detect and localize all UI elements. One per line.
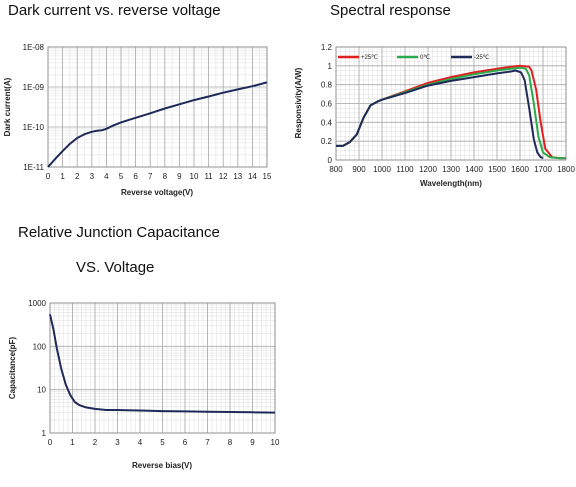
y-tick-label: 1E-09 xyxy=(23,83,45,92)
x-tick-label: 9 xyxy=(250,438,255,447)
x-tick-label: 1700 xyxy=(534,165,552,174)
x-tick-label: 1600 xyxy=(511,165,529,174)
x-tick-label: 7 xyxy=(148,172,153,181)
x-axis-label: Reverse bias(V) xyxy=(132,461,192,470)
spectral-title: Spectral response xyxy=(330,2,451,19)
x-tick-label: 15 xyxy=(263,172,272,181)
x-tick-label: 1 xyxy=(70,438,75,447)
x-tick-label: 4 xyxy=(138,438,143,447)
y-tick-label: 0.8 xyxy=(321,81,333,90)
y-axis-label: Capacitance(pF) xyxy=(8,337,17,400)
x-tick-label: 8 xyxy=(228,438,233,447)
capacitance-title-line2: VS. Voltage xyxy=(76,259,155,276)
x-tick-label: 1500 xyxy=(488,165,506,174)
chart-1: 0 1 2 3 4 5 6 7 8 9 10 11 12 13 14 151E-111E-101E-091E-… xyxy=(3,43,272,197)
y-tick-label: 100 xyxy=(33,342,47,351)
y-tick-label: 1E-10 xyxy=(23,123,45,132)
x-tick-label: 1400 xyxy=(465,165,483,174)
x-tick-label: 2 xyxy=(93,438,98,447)
x-tick-label: 10 xyxy=(190,172,199,181)
x-tick-label: 8 xyxy=(163,172,168,181)
x-tick-label: 900 xyxy=(352,165,366,174)
y-tick-label: 0.6 xyxy=(321,100,333,109)
x-axis-label: Wavelength(nm) xyxy=(420,179,482,188)
x-tick-label: 0 xyxy=(48,438,53,447)
y-tick-label: 0.2 xyxy=(321,137,333,146)
x-axis-label: Reverse voltage(V) xyxy=(121,188,193,197)
plot-frame xyxy=(47,46,268,168)
x-tick-label: 6 xyxy=(133,172,138,181)
y-tick-label: 1 xyxy=(328,62,333,71)
x-tick-label: 1100 xyxy=(396,165,414,174)
x-tick-label: 1300 xyxy=(442,165,460,174)
x-tick-label: 4 xyxy=(104,172,109,181)
x-tick-label: 14 xyxy=(248,172,257,181)
y-tick-label: 10 xyxy=(37,386,46,395)
series-line-1 xyxy=(49,314,276,414)
y-tick-label: 0 xyxy=(328,156,333,165)
y-tick-label: 0.4 xyxy=(321,118,333,127)
x-tick-label: 1 xyxy=(60,172,65,181)
x-tick-label: 1800 xyxy=(557,165,575,174)
x-tick-label: 11 xyxy=(204,172,213,181)
series-line-1 xyxy=(47,81,268,168)
x-tick-label: 10 xyxy=(271,438,280,447)
series-line-3 xyxy=(336,69,544,160)
x-tick-label: 6 xyxy=(183,438,188,447)
chart-2: 800 900 1000 1100 1200 1300 1400 1500 1600 1700 18… xyxy=(294,43,575,188)
legend-label: +25℃ xyxy=(361,55,378,61)
x-tick-label: 800 xyxy=(329,165,343,174)
dark-current-title: Dark current vs. reverse voltage xyxy=(8,2,221,19)
x-tick-label: 9 xyxy=(177,172,182,181)
legend-label: -25℃ xyxy=(474,55,490,61)
x-tick-label: 3 xyxy=(115,438,120,447)
y-tick-label: 1 xyxy=(42,429,47,438)
legend-label: 0℃ xyxy=(420,55,430,61)
x-tick-label: 12 xyxy=(219,172,228,181)
y-tick-label: 1E-08 xyxy=(23,43,45,52)
y-tick-label: 1E-11 xyxy=(23,163,44,172)
x-tick-label: 2 xyxy=(75,172,80,181)
x-tick-label: 1200 xyxy=(419,165,437,174)
y-tick-label: 1.2 xyxy=(321,43,333,52)
capacitance-title-line1: Relative Junction Capacitance xyxy=(18,224,220,241)
x-tick-label: 7 xyxy=(205,438,210,447)
x-tick-label: 5 xyxy=(119,172,124,181)
x-tick-label: 13 xyxy=(233,172,242,181)
plot-frame xyxy=(335,46,567,161)
plot-frame xyxy=(49,302,276,434)
y-axis-label: Dark current(A) xyxy=(3,77,12,136)
y-axis-label: Responsivity(A/W) xyxy=(294,67,303,138)
x-tick-label: 5 xyxy=(160,438,165,447)
x-tick-label: 1000 xyxy=(373,165,391,174)
x-tick-label: 3 xyxy=(90,172,95,181)
x-tick-label: 0 xyxy=(46,172,51,181)
y-tick-label: 1000 xyxy=(28,299,46,308)
